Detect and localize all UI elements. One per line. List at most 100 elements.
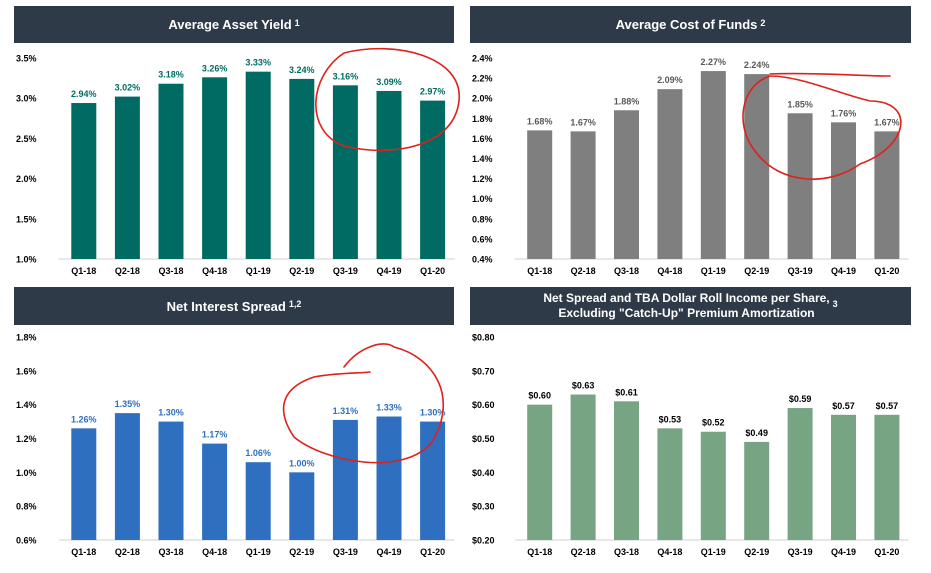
data-label: 3.16% (333, 71, 359, 81)
x-tick-label: Q1-19 (246, 547, 271, 557)
x-tick-label: Q3-18 (614, 547, 639, 557)
chart-panel-net-interest-spread: Net Interest Spread 1,2 0.6% 0.8% 1.0% 1.2% 1… (14, 287, 455, 567)
y-tick-label: $0.20 (472, 536, 495, 546)
bar (71, 428, 97, 540)
x-tick-label: Q1-18 (71, 266, 96, 276)
chart-title-bar: Net Spread and TBA Dollar Roll Income pe… (470, 287, 911, 325)
x-tick-label: Q1-18 (71, 547, 96, 557)
x-tick-label: Q1-19 (701, 266, 726, 276)
x-tick-label: Q2-18 (115, 547, 140, 557)
x-tick-label: Q2-19 (289, 266, 314, 276)
bar (657, 89, 683, 259)
x-tick-label: Q4-19 (831, 547, 856, 557)
x-tick-label: Q3-19 (333, 266, 358, 276)
x-tick-label: Q1-19 (246, 266, 271, 276)
chart-title: Average Cost of Funds (615, 17, 758, 32)
data-label: 1.17% (202, 430, 228, 440)
y-tick-label: $0.40 (472, 468, 495, 478)
data-label: 1.30% (158, 408, 184, 418)
x-tick-label: Q4-19 (376, 266, 401, 276)
y-tick-label: $0.30 (472, 502, 495, 512)
bar (831, 122, 856, 259)
y-tick-label: 0.8% (472, 214, 493, 224)
bar (376, 416, 402, 540)
bar (614, 401, 639, 540)
bar (744, 441, 770, 540)
bar (874, 414, 900, 540)
data-label: 3.18% (158, 70, 184, 80)
data-label: 1.88% (614, 96, 640, 106)
y-tick-label: 1.8% (472, 114, 493, 124)
x-tick-label: Q1-18 (527, 547, 552, 557)
data-label: 1.68% (527, 116, 553, 126)
bar (700, 431, 726, 540)
x-tick-label: Q2-18 (115, 266, 140, 276)
y-tick-label: 2.4% (472, 54, 493, 64)
data-label: $0.61 (615, 387, 638, 397)
data-label: 1.30% (420, 408, 446, 418)
bar (114, 413, 140, 540)
bar (71, 103, 97, 259)
y-tick-label: $0.80 (472, 333, 495, 343)
data-label: 2.97% (420, 87, 446, 97)
bar (787, 408, 813, 540)
chart-title-footnote: 1,2 (288, 299, 302, 309)
bar (527, 130, 553, 259)
chart-panel-asset-yield: Average Asset Yield 1 1.0% 1.5% 2.0% 2.5% 3.0… (14, 6, 460, 286)
y-tick-label: 1.8% (16, 333, 37, 343)
y-tick-label: 1.0% (16, 468, 37, 478)
data-label: 3.09% (376, 77, 402, 87)
y-tick-label: 3.5% (16, 54, 37, 64)
x-tick-label: Q4-18 (202, 266, 227, 276)
x-tick-label: Q2-18 (571, 266, 596, 276)
data-label: 2.94% (71, 89, 97, 99)
y-tick-label: 1.2% (472, 174, 493, 184)
y-tick-label: 1.0% (16, 255, 37, 265)
bar (570, 131, 596, 259)
chart-title: Net Spread and TBA Dollar Roll Income pe… (543, 291, 830, 320)
data-label: $0.52 (702, 418, 725, 428)
chart-plot: 0.6% 0.8% 1.0% 1.2% 1.4% 1.6% 1.8% 1.26% Q1-18 1.… (16, 333, 455, 557)
x-tick-label: Q1-20 (874, 547, 899, 557)
x-tick-label: Q4-18 (657, 547, 682, 557)
x-tick-label: Q2-19 (744, 547, 769, 557)
y-tick-label: 1.6% (16, 366, 37, 376)
chart-plot: $0.20 $0.30 $0.40 $0.50 $0.60 $0.70 $0.80 $0.60… (472, 333, 909, 557)
bar (787, 113, 813, 260)
y-tick-label: 3.0% (16, 94, 37, 104)
x-tick-label: Q4-19 (376, 547, 401, 557)
data-label: 1.26% (71, 414, 97, 424)
x-tick-label: Q1-20 (874, 266, 899, 276)
y-tick-label: $0.70 (472, 366, 495, 376)
chart-plot: 1.0% 1.5% 2.0% 2.5% 3.0% 3.5% 2.94% Q1-18 3.02% Q… (16, 47, 460, 276)
x-tick-label: Q2-19 (289, 547, 314, 557)
y-tick-label: 0.4% (472, 255, 493, 265)
x-tick-label: Q3-18 (614, 266, 639, 276)
x-tick-label: Q1-20 (420, 547, 445, 557)
bar (289, 472, 315, 540)
data-label: 3.24% (289, 65, 315, 75)
x-tick-label: Q3-19 (788, 266, 813, 276)
y-tick-label: 1.5% (16, 214, 37, 224)
y-tick-label: 2.5% (16, 134, 37, 144)
data-label: $0.57 (876, 401, 899, 411)
data-label: 1.85% (787, 99, 813, 109)
x-tick-label: Q1-18 (527, 266, 552, 276)
y-tick-label: 2.0% (16, 174, 37, 184)
y-tick-label: 0.6% (472, 234, 493, 244)
chart-title-footnote: 1 (294, 17, 300, 28)
y-tick-label: 2.0% (472, 94, 493, 104)
bar (332, 85, 358, 259)
data-label: 2.27% (701, 57, 727, 67)
y-tick-label: 1.4% (16, 400, 37, 410)
data-label: 1.31% (333, 406, 359, 416)
bar (420, 421, 446, 540)
data-label: $0.49 (745, 428, 768, 438)
y-tick-label: 1.6% (472, 134, 493, 144)
data-label: $0.53 (659, 414, 682, 424)
data-label: 3.26% (202, 63, 228, 73)
x-tick-label: Q2-19 (744, 266, 769, 276)
chart-panel-net-spread-tba: Net Spread and TBA Dollar Roll Income pe… (470, 287, 911, 567)
chart-title-footnote: 2 (760, 17, 766, 28)
data-label: 1.06% (245, 448, 271, 458)
